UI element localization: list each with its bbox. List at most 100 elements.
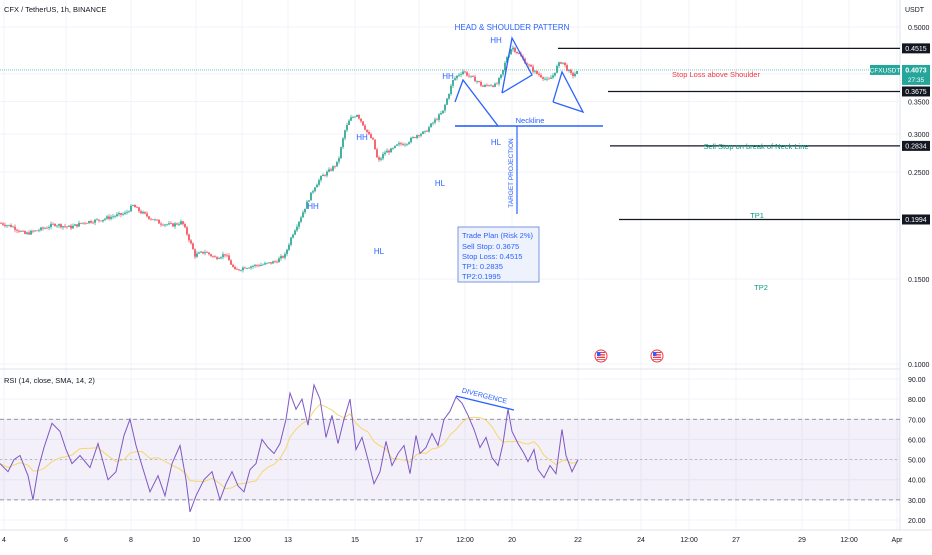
candle-body bbox=[38, 230, 40, 231]
target-projection-label: TARGET PROJECTION bbox=[508, 138, 515, 208]
candle-body bbox=[156, 219, 158, 221]
candle-body bbox=[408, 142, 410, 144]
sell-stop-tag-bg bbox=[902, 86, 930, 97]
candle-body bbox=[84, 222, 86, 224]
candle-body bbox=[460, 74, 462, 75]
candle-body bbox=[412, 137, 414, 139]
candle-body bbox=[380, 158, 382, 160]
candle-body bbox=[184, 224, 186, 228]
candle-body bbox=[152, 219, 154, 221]
candle-body bbox=[46, 227, 48, 229]
candle-body bbox=[90, 220, 92, 223]
tp1-tag-text: 0.2834 bbox=[905, 143, 927, 150]
candle-body bbox=[158, 219, 160, 224]
candle-body bbox=[396, 144, 398, 146]
us-flag-icon[interactable] bbox=[594, 349, 608, 363]
candle-body bbox=[60, 224, 62, 228]
candle-body bbox=[98, 219, 100, 221]
candle-body bbox=[270, 262, 272, 264]
candle-body bbox=[386, 150, 388, 153]
candle-body bbox=[274, 261, 276, 263]
candle-body bbox=[320, 176, 322, 181]
price-tick-label: 0.5000 bbox=[908, 25, 930, 32]
time-tick-label: 12:00 bbox=[233, 537, 251, 544]
candle-body bbox=[544, 78, 546, 80]
candle-body bbox=[346, 124, 348, 131]
candle-body bbox=[232, 264, 234, 267]
us-flag-icon[interactable] bbox=[650, 349, 664, 363]
tp1-tag-bg bbox=[902, 140, 930, 151]
rsi-line bbox=[0, 383, 579, 513]
candle-body bbox=[168, 223, 170, 225]
time-tick-label: 15 bbox=[351, 537, 359, 544]
candle-body bbox=[406, 143, 408, 145]
candle-body bbox=[564, 62, 566, 66]
candle-body bbox=[248, 267, 250, 269]
candle-body bbox=[570, 69, 572, 73]
trade-plan-line: TP2:0.1995 bbox=[462, 272, 501, 281]
candle-body bbox=[112, 216, 114, 218]
candle-body bbox=[292, 234, 294, 238]
time-axis[interactable]: 4 6 8 10 12:00 13 15 17 12:00 20 22 24 12:00 27 29 12:0… bbox=[2, 537, 903, 544]
sell-stop-tag-text: 0.3675 bbox=[905, 89, 927, 96]
time-tick-label: 27 bbox=[732, 537, 740, 544]
candle-body bbox=[448, 94, 450, 99]
candle-body bbox=[374, 139, 376, 150]
rsi-title: RSI (14, close, SMA, 14, 2) bbox=[4, 376, 95, 385]
stop-loss-label: Stop Loss above Shoulder bbox=[672, 70, 760, 79]
rsi-axis[interactable]: 90.00 80.00 70.00 60.00 50.00 40.00 30.00 20.00 bbox=[908, 377, 926, 525]
candle-body bbox=[568, 69, 570, 71]
candle-body bbox=[526, 63, 528, 65]
candle-body bbox=[126, 211, 128, 213]
candle-body bbox=[178, 224, 180, 225]
candle-body bbox=[182, 221, 184, 225]
time-tick-label: 29 bbox=[798, 537, 806, 544]
candle-body bbox=[366, 129, 368, 132]
candle-body bbox=[410, 138, 412, 143]
candle-body bbox=[162, 224, 164, 226]
candle-body bbox=[278, 258, 280, 263]
stop-loss-tag-bg bbox=[902, 43, 930, 54]
candle-body bbox=[492, 85, 494, 87]
candle-body bbox=[180, 221, 182, 225]
tp2-tag-text: 0.1994 bbox=[905, 217, 927, 224]
candle-body bbox=[416, 135, 418, 138]
candle-body bbox=[64, 226, 66, 227]
candle-body bbox=[22, 231, 24, 232]
candle-body bbox=[174, 223, 176, 227]
time-tick-label: 13 bbox=[284, 537, 292, 544]
candle-body bbox=[368, 131, 370, 135]
candle-body bbox=[438, 114, 440, 120]
candle-body bbox=[354, 116, 356, 118]
candle-body bbox=[316, 184, 318, 188]
candle-body bbox=[144, 211, 146, 214]
candle-body bbox=[452, 79, 454, 86]
candle-body bbox=[446, 98, 448, 105]
candle-body bbox=[336, 161, 338, 167]
trade-plan-line: TP1: 0.2835 bbox=[462, 262, 503, 271]
candle-body bbox=[436, 119, 438, 121]
candle-body bbox=[258, 265, 260, 267]
candle-body bbox=[420, 133, 422, 136]
candle-body bbox=[86, 223, 88, 224]
candle-body bbox=[240, 270, 242, 271]
candle-body bbox=[280, 256, 282, 259]
candle-body bbox=[334, 166, 336, 167]
candle-body bbox=[76, 224, 78, 227]
candle-body bbox=[360, 118, 362, 122]
symbol-header: CFX / TetherUS, 1h, BINANCE bbox=[4, 5, 106, 14]
candle-body bbox=[252, 265, 254, 267]
candle-body bbox=[2, 223, 4, 225]
candle-body bbox=[14, 226, 16, 230]
candle-body bbox=[48, 227, 50, 229]
swing-label-hl: HL bbox=[374, 247, 385, 256]
candle-body bbox=[8, 224, 10, 226]
candle-body bbox=[454, 78, 456, 80]
candle-body bbox=[332, 166, 334, 171]
tp1-label: TP1 bbox=[750, 211, 764, 220]
candle-body bbox=[484, 85, 486, 87]
candle-body bbox=[202, 251, 204, 254]
time-tick-label: 20 bbox=[508, 537, 516, 544]
